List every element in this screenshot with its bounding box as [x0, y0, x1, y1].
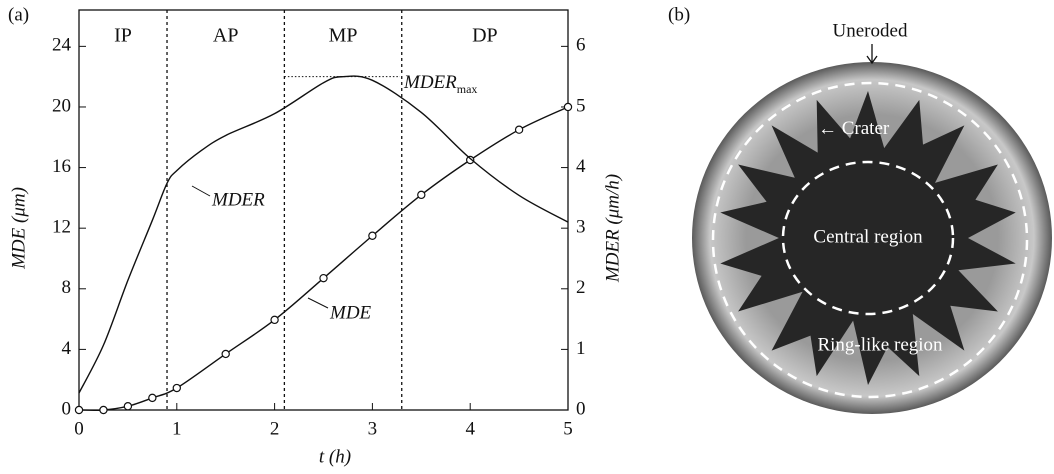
x-tick-label: 0 [74, 418, 84, 439]
photo-label: Uneroded [833, 20, 908, 41]
y2-tick-label: 0 [576, 398, 586, 419]
y2-tick-label: 1 [576, 338, 586, 359]
y2-tick-label: 2 [576, 277, 586, 298]
x-tick-label: 1 [172, 418, 182, 439]
figure: (a) t (h) MDE (μm) MDER (μm/h) MDERmax (… [0, 0, 1054, 474]
x-tick-label: 4 [465, 418, 475, 439]
curve-label: MDER [211, 189, 265, 210]
data-point [564, 103, 571, 110]
y2-tick-label: 6 [576, 35, 586, 56]
phase-label: IP [114, 25, 132, 47]
photo-label: Central region [813, 226, 923, 247]
panel-label: (a) [8, 4, 29, 25]
y-tick-label: 24 [52, 35, 72, 56]
panel-label: (b) [668, 4, 690, 25]
y2-tick-label: 3 [576, 217, 586, 238]
series-line [79, 107, 568, 410]
max-annotation: MDERmax [403, 72, 477, 95]
data-point [100, 406, 107, 413]
series-line [79, 76, 568, 393]
y-tick-label: 12 [52, 217, 71, 238]
y-tick-label: 4 [62, 338, 72, 359]
x-tick-label: 2 [270, 418, 280, 439]
data-point [173, 384, 180, 391]
y-axis-label: MDE (μm) [8, 187, 29, 270]
phase-label: AP [213, 25, 239, 47]
y2-axis-label: MDER (μm/h) [602, 174, 623, 283]
data-point [320, 275, 327, 282]
x-axis-label: t (h) [319, 446, 351, 467]
y2-tick-label: 4 [576, 156, 586, 177]
phase-label: DP [472, 25, 498, 47]
data-point [516, 126, 523, 133]
data-point [124, 403, 131, 410]
y2-tick-label: 5 [576, 95, 586, 116]
y-tick-label: 20 [52, 95, 71, 116]
label-arrow [308, 298, 328, 308]
y-tick-label: 16 [52, 156, 71, 177]
y-tick-label: 8 [62, 277, 72, 298]
x-tick-label: 3 [368, 418, 378, 439]
curve-label: MDE [329, 302, 372, 323]
photo-label: ← Crater [818, 118, 890, 139]
phase-label: MP [329, 25, 358, 47]
photo-label: Ring-like region [817, 334, 943, 355]
plot-frame [79, 10, 568, 410]
label-arrow [192, 186, 210, 196]
data-point [222, 350, 229, 357]
data-point [149, 394, 156, 401]
data-point [75, 406, 82, 413]
y-tick-label: 0 [62, 398, 72, 419]
data-point [271, 316, 278, 323]
x-tick-label: 5 [563, 418, 573, 439]
data-point [418, 191, 425, 198]
data-point [369, 232, 376, 239]
